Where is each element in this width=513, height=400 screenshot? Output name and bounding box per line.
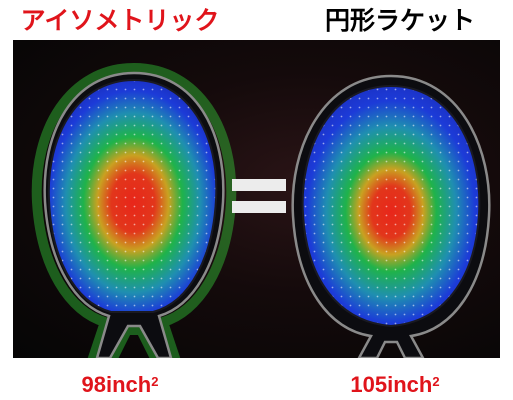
round-racket-title: 円形ラケット: [324, 7, 475, 35]
round-face-size: 105inch2: [330, 370, 460, 400]
isometric-title: アイソメトリック: [20, 7, 220, 35]
isometric-face-size: 98inch2: [60, 370, 180, 400]
isometric-racket-heatmap: [31, 62, 237, 358]
comparison-graphic: [31, 62, 491, 358]
round-racket-heatmap: [291, 74, 491, 358]
round-size-value: 105inch: [350, 372, 433, 397]
round-size-exponent: 2: [432, 374, 440, 389]
isometric-size-value: 98inch: [81, 372, 152, 397]
equals-icon: [232, 179, 286, 213]
isometric-size-exponent: 2: [151, 374, 159, 389]
comparison-panel: [13, 40, 500, 358]
